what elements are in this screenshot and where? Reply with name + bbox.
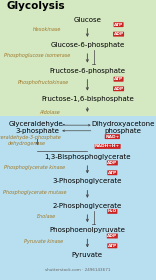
Text: Enolase: Enolase <box>37 214 56 219</box>
Text: ATP: ATP <box>114 77 123 81</box>
Text: Glucose-6-phosphate: Glucose-6-phosphate <box>50 42 124 48</box>
Text: H₂O: H₂O <box>108 209 117 213</box>
Text: NADH+H+: NADH+H+ <box>95 144 120 148</box>
Text: 2-Phosphoglycerate: 2-Phosphoglycerate <box>53 203 122 209</box>
Text: ADP: ADP <box>114 87 124 91</box>
Text: ATP: ATP <box>114 23 123 27</box>
Text: Glucose: Glucose <box>73 17 101 23</box>
Text: Pyruvate kinase: Pyruvate kinase <box>24 239 63 244</box>
Text: ATP: ATP <box>108 171 117 175</box>
Text: ADP: ADP <box>114 32 124 36</box>
Bar <box>0 0 156 116</box>
Text: Phosphoenolpyruvate: Phosphoenolpyruvate <box>49 227 125 233</box>
Text: ADP: ADP <box>107 234 117 238</box>
Text: Pyruvate: Pyruvate <box>72 252 103 258</box>
Text: NAD+: NAD+ <box>105 135 119 139</box>
Text: Phosphoglycerate kinase: Phosphoglycerate kinase <box>4 165 65 171</box>
Text: Glyceraldehyde-
3-phosphate: Glyceraldehyde- 3-phosphate <box>9 122 66 134</box>
Text: Phosphofructokinase: Phosphofructokinase <box>18 80 69 85</box>
Text: ADP: ADP <box>107 161 117 165</box>
Text: 1,3-Bisphosphoglycerate: 1,3-Bisphosphoglycerate <box>44 154 131 160</box>
Text: Fructose-1,6-bisphosphate: Fructose-1,6-bisphosphate <box>41 95 134 102</box>
Text: Aldolase: Aldolase <box>39 110 60 115</box>
Text: ATP: ATP <box>108 244 117 248</box>
Text: Phosphoglycerate mutase: Phosphoglycerate mutase <box>2 190 66 195</box>
Bar <box>0 116 156 280</box>
Text: Glyceraldehyde-3-phosphate
dehydrogenase: Glyceraldehyde-3-phosphate dehydrogenase <box>0 136 62 146</box>
Text: Hexokinase: Hexokinase <box>33 27 61 32</box>
Text: Glycolysis: Glycolysis <box>6 1 65 11</box>
Text: Dihydroxyacetone
phosphate: Dihydroxyacetone phosphate <box>92 122 155 134</box>
Text: Fructose-6-phosphate: Fructose-6-phosphate <box>49 67 125 74</box>
Text: Phosphoglucose isomerase: Phosphoglucose isomerase <box>4 53 71 59</box>
Text: 3-Phosphoglycerate: 3-Phosphoglycerate <box>53 178 122 185</box>
Text: shutterstock.com · 2496143671: shutterstock.com · 2496143671 <box>45 268 111 272</box>
